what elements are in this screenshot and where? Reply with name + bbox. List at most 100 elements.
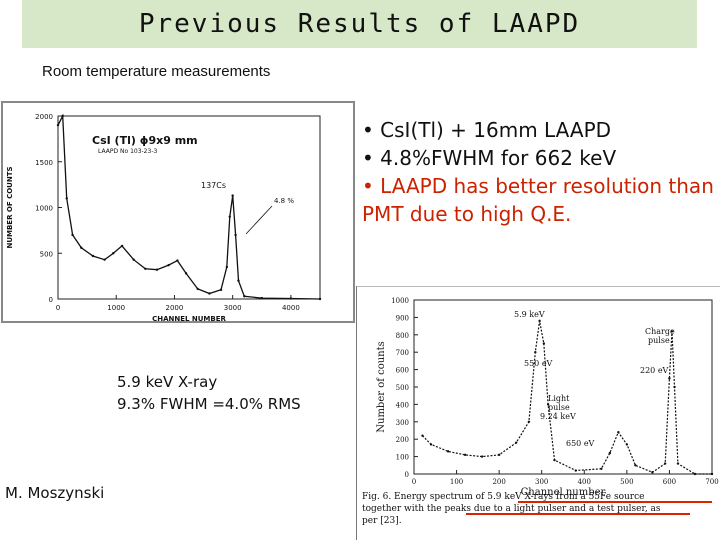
y-tick-label: 1000 <box>35 205 53 213</box>
data-point <box>103 258 106 261</box>
data-point <box>663 462 667 465</box>
data-point <box>634 464 637 467</box>
fe55-spectrum-chart: 0 100 200 300 400 500 600 700 0 100 200 300 400 500 60… <box>356 286 720 540</box>
y-tick-label: 800 <box>396 332 409 340</box>
data-point <box>553 458 556 462</box>
x-tick-label: 300 <box>535 478 548 486</box>
data-point <box>673 385 676 389</box>
y-tick-label: 2000 <box>35 113 53 121</box>
data-point <box>538 319 541 323</box>
peak-annotation: pulse <box>648 336 670 345</box>
y-tick-label: 700 <box>396 349 409 357</box>
y-tick-label: 500 <box>40 250 53 258</box>
y-tick-label: 100 <box>396 454 409 462</box>
data-point <box>429 443 433 446</box>
y-tick-label: 600 <box>396 367 409 375</box>
data-point <box>527 420 531 423</box>
data-point <box>542 342 546 345</box>
left-caption: 5.9 keV X-ray 9.3% FWHM =4.0% RMS <box>117 371 301 415</box>
data-point <box>676 462 680 465</box>
data-point <box>446 450 450 453</box>
peak-annotation: pulse <box>548 403 570 412</box>
y-tick-label: 300 <box>396 419 409 427</box>
chart-subtitle: LAAPD No 103-23-3 <box>98 148 157 155</box>
author-label: M. Moszynski <box>5 484 105 502</box>
x-tick-label: 400 <box>578 478 591 486</box>
y-tick-label: 0 <box>49 296 53 304</box>
x-axis-label: Channel number <box>521 487 606 498</box>
y-axis-label: Number of counts <box>376 341 387 433</box>
peak-annotation: 650 eV <box>566 439 595 448</box>
x-tick-label: 2000 <box>166 304 184 312</box>
data-point <box>120 244 124 248</box>
y-tick-label: 500 <box>396 384 409 392</box>
y-tick-label: 0 <box>405 471 409 479</box>
annotation-resolution: 4.8 % <box>274 197 294 205</box>
annotation-arrow <box>245 205 273 235</box>
data-point <box>208 292 211 295</box>
data-point <box>65 197 68 200</box>
data-point <box>670 330 674 333</box>
bullet-item: • LAAPD has better resolution than PMT d… <box>362 174 714 226</box>
x-tick-label: 0 <box>412 478 416 486</box>
data-point <box>144 267 147 271</box>
peak-annotation: Light <box>548 394 570 403</box>
bullet-item: • 4.8%FWHM for 662 keV <box>362 146 617 170</box>
figure-caption: Fig. 6. Energy spectrum of 5.9 keV X-ray… <box>362 492 661 526</box>
data-point <box>668 377 671 380</box>
title-bar: Previous Results of LAAPD <box>22 0 697 48</box>
peak-annotation: 5.9 keV <box>514 310 545 319</box>
slide-title: Previous Results of LAAPD <box>138 9 581 39</box>
data-point <box>91 254 95 258</box>
y-tick-label: 1500 <box>35 159 53 167</box>
data-point <box>608 451 612 455</box>
data-point <box>71 233 74 237</box>
caption-line: 9.3% FWHM =4.0% RMS <box>117 395 301 413</box>
x-tick-label: 1000 <box>107 304 125 312</box>
data-point <box>234 233 237 237</box>
x-tick-label: 500 <box>620 478 633 486</box>
data-point <box>463 453 467 457</box>
data-point <box>80 246 83 249</box>
data-point <box>421 434 424 437</box>
bullet-item: • CsI(Tl) + 16mm LAAPD <box>362 118 612 142</box>
data-point <box>243 295 246 298</box>
y-tick-label: 400 <box>396 401 409 409</box>
x-tick-label: 600 <box>663 478 676 486</box>
data-point <box>219 288 223 292</box>
bullet-list: • CsI(Tl) + 16mm LAAPD • 4.8%FWHM for 66… <box>362 116 714 228</box>
data-point <box>184 272 188 275</box>
data-point <box>176 259 179 262</box>
data-point <box>497 453 501 457</box>
figure-caption-line: per [23]. <box>362 516 402 526</box>
data-point <box>112 252 115 255</box>
data-point <box>617 431 620 434</box>
x-tick-label: 700 <box>705 478 718 486</box>
slide-subtitle: Room temperature measurements <box>42 63 271 80</box>
data-point <box>546 403 550 406</box>
chart-title: CsI (Tl) ϕ9x9 mm <box>92 134 198 147</box>
x-tick-label: 3000 <box>224 304 242 312</box>
data-point <box>600 467 603 470</box>
data-point <box>225 265 229 269</box>
data-point <box>167 263 170 267</box>
data-point <box>289 297 293 300</box>
peak-annotation: 550 eV <box>524 359 553 368</box>
caption-line: 5.9 keV X-ray <box>117 373 218 391</box>
csi-spectrum-chart: 0 1000 2000 3000 4000 0 500 1000 1500 2000 CHANNEL… <box>1 101 355 323</box>
data-point <box>231 194 234 197</box>
x-tick-label: 4000 <box>282 304 300 312</box>
y-tick-label: 1000 <box>391 297 409 305</box>
data-point <box>514 441 518 444</box>
figure-caption-line: Fig. 6. Energy spectrum of 5.9 keV X-ray… <box>362 492 644 502</box>
y-tick-label: 900 <box>396 314 409 322</box>
data-point <box>480 455 484 458</box>
data-point <box>318 297 322 301</box>
data-point <box>132 258 135 261</box>
figure-caption-line: together with the peaks due to a light p… <box>362 504 661 514</box>
x-tick-label: 200 <box>492 478 505 486</box>
data-point <box>228 215 231 218</box>
peak-annotation: 9.24 keV <box>540 412 576 421</box>
data-point <box>693 472 697 476</box>
data-point <box>710 472 714 476</box>
